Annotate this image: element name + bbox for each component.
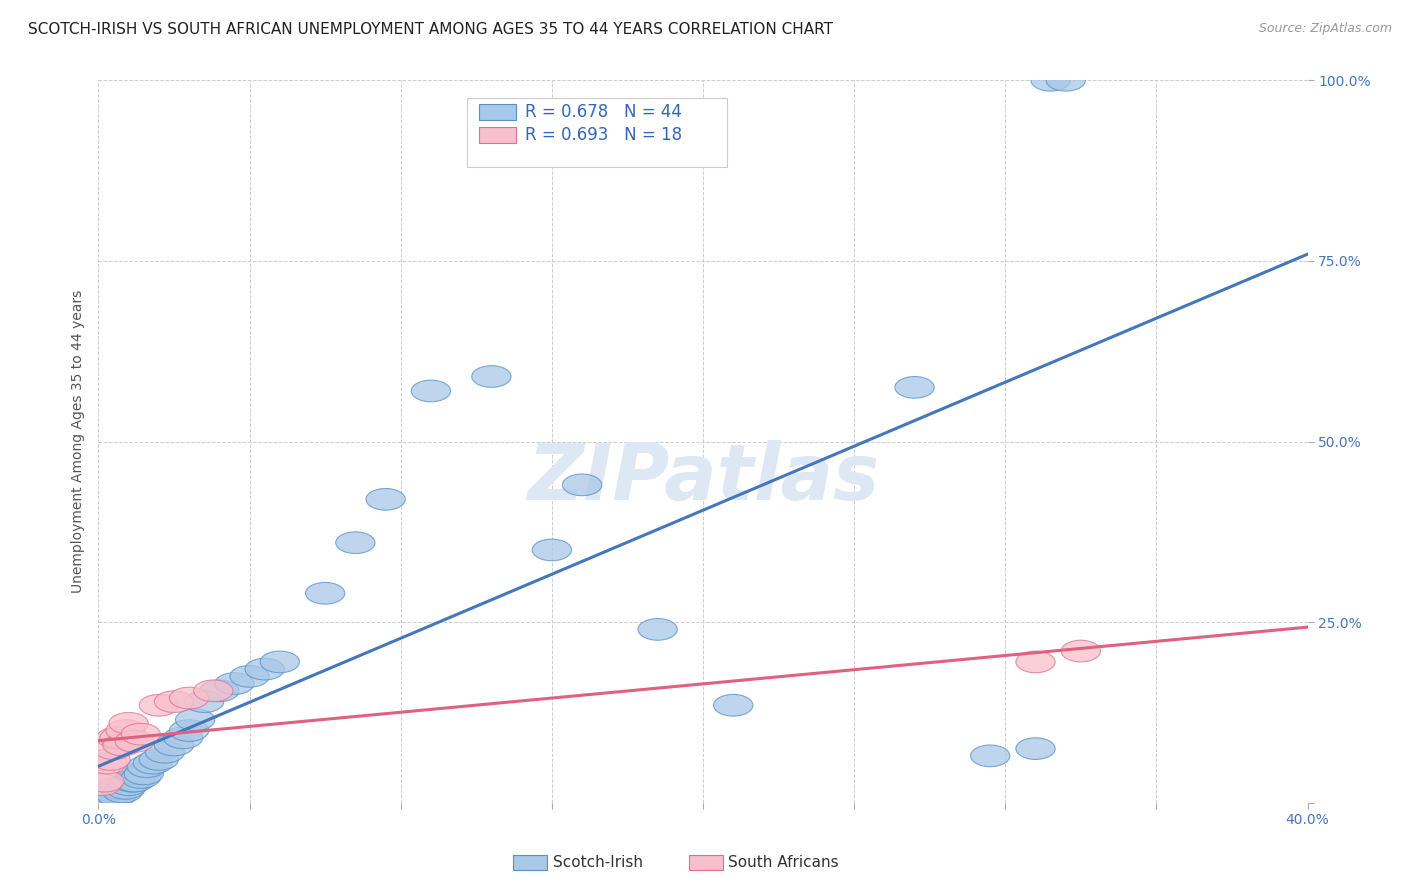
- Ellipse shape: [115, 771, 155, 792]
- Text: ZIPatlas: ZIPatlas: [527, 440, 879, 516]
- Ellipse shape: [84, 771, 124, 792]
- Ellipse shape: [97, 778, 136, 799]
- Ellipse shape: [163, 727, 202, 748]
- Text: R = 0.678   N = 44: R = 0.678 N = 44: [526, 103, 682, 121]
- Ellipse shape: [112, 771, 152, 792]
- Ellipse shape: [533, 539, 571, 561]
- Ellipse shape: [170, 720, 208, 741]
- Ellipse shape: [118, 763, 157, 785]
- Ellipse shape: [105, 778, 145, 799]
- Ellipse shape: [97, 785, 136, 806]
- Ellipse shape: [200, 680, 239, 702]
- Ellipse shape: [194, 680, 233, 702]
- Ellipse shape: [155, 734, 194, 756]
- Ellipse shape: [124, 763, 163, 785]
- Ellipse shape: [1017, 738, 1054, 759]
- Text: South Africans: South Africans: [728, 855, 839, 870]
- Ellipse shape: [134, 752, 173, 774]
- Text: Scotch-Irish: Scotch-Irish: [553, 855, 643, 870]
- Ellipse shape: [1031, 70, 1070, 91]
- Ellipse shape: [260, 651, 299, 673]
- Ellipse shape: [472, 366, 510, 387]
- Ellipse shape: [1046, 70, 1085, 91]
- Ellipse shape: [139, 694, 179, 716]
- Ellipse shape: [91, 748, 131, 771]
- Ellipse shape: [115, 731, 155, 752]
- Ellipse shape: [336, 532, 375, 554]
- Ellipse shape: [127, 756, 166, 778]
- Ellipse shape: [970, 745, 1010, 767]
- Ellipse shape: [139, 748, 179, 771]
- Ellipse shape: [110, 774, 148, 796]
- Ellipse shape: [94, 781, 134, 803]
- FancyBboxPatch shape: [479, 104, 516, 120]
- Ellipse shape: [97, 727, 136, 748]
- Ellipse shape: [100, 778, 139, 799]
- Ellipse shape: [176, 709, 215, 731]
- Ellipse shape: [100, 727, 139, 748]
- Ellipse shape: [121, 767, 160, 789]
- Y-axis label: Unemployment Among Ages 35 to 44 years: Unemployment Among Ages 35 to 44 years: [70, 290, 84, 593]
- Text: R = 0.693   N = 18: R = 0.693 N = 18: [526, 126, 682, 145]
- Ellipse shape: [231, 665, 269, 687]
- Ellipse shape: [145, 741, 184, 763]
- Ellipse shape: [155, 690, 194, 713]
- Ellipse shape: [103, 781, 142, 803]
- Ellipse shape: [87, 781, 127, 803]
- Ellipse shape: [896, 376, 934, 398]
- FancyBboxPatch shape: [467, 98, 727, 167]
- Ellipse shape: [105, 720, 145, 741]
- Ellipse shape: [562, 474, 602, 496]
- Ellipse shape: [714, 694, 752, 716]
- Ellipse shape: [245, 658, 284, 680]
- Text: Source: ZipAtlas.com: Source: ZipAtlas.com: [1258, 22, 1392, 36]
- Ellipse shape: [215, 673, 254, 694]
- Ellipse shape: [110, 713, 148, 734]
- Ellipse shape: [84, 785, 124, 806]
- Ellipse shape: [170, 687, 208, 709]
- Ellipse shape: [305, 582, 344, 604]
- Ellipse shape: [638, 618, 678, 640]
- Ellipse shape: [184, 690, 224, 713]
- Ellipse shape: [366, 489, 405, 510]
- Ellipse shape: [94, 738, 134, 759]
- Ellipse shape: [91, 785, 131, 806]
- Ellipse shape: [121, 723, 160, 745]
- FancyBboxPatch shape: [479, 128, 516, 143]
- Ellipse shape: [412, 380, 450, 401]
- Ellipse shape: [82, 774, 121, 796]
- Text: SCOTCH-IRISH VS SOUTH AFRICAN UNEMPLOYMENT AMONG AGES 35 TO 44 YEARS CORRELATION: SCOTCH-IRISH VS SOUTH AFRICAN UNEMPLOYME…: [28, 22, 834, 37]
- Ellipse shape: [94, 778, 134, 799]
- Ellipse shape: [103, 734, 142, 756]
- Ellipse shape: [1017, 651, 1054, 673]
- Ellipse shape: [1062, 640, 1101, 662]
- Ellipse shape: [87, 752, 127, 774]
